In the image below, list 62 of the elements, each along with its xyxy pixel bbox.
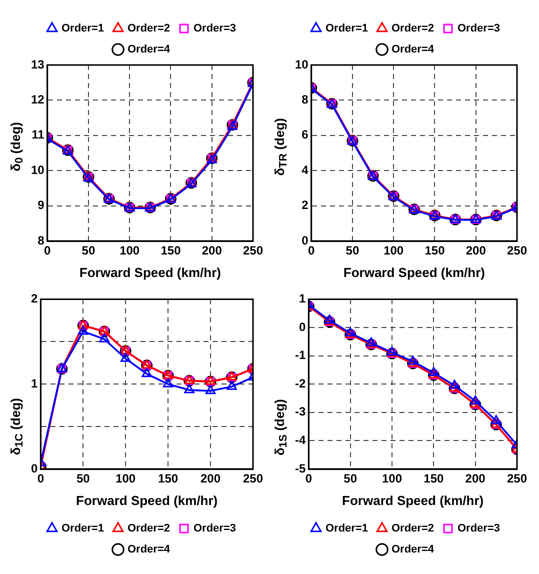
y-tick-label: 13 [30, 57, 45, 72]
legend-label: Order=2 [128, 22, 170, 35]
legend-label: Order=3 [194, 22, 236, 35]
y-tick-label: 11 [32, 128, 45, 142]
y-tick-label: -5 [295, 461, 306, 476]
x-tick-label: 200 [465, 472, 486, 486]
y-tick-label: 10 [30, 162, 45, 177]
x-tick-label: 100 [120, 244, 140, 258]
y-tick-label: 2 [302, 198, 309, 212]
legend-label: Order=4 [128, 544, 171, 556]
x-tick-label: 100 [382, 472, 402, 486]
x-tick-label: 100 [116, 472, 136, 486]
legend-label: Order=1 [326, 22, 368, 35]
y-tick-label: 0 [298, 320, 306, 334]
x-axis-title: Forward Speed (km/hr) [343, 264, 485, 280]
x-tick-label: 250 [506, 244, 528, 258]
y-tick-label: 1 [30, 376, 38, 390]
y-tick-label: 12 [30, 92, 45, 107]
y-tick-label: 10 [294, 57, 309, 72]
x-tick-label: 250 [242, 472, 264, 486]
y-tick-label: 8 [302, 92, 309, 107]
x-tick-label: 200 [466, 244, 486, 258]
legend-label: Order=1 [62, 522, 104, 535]
y-tick-label: -3 [295, 404, 306, 419]
legend-label: Order=1 [62, 22, 104, 35]
x-tick-label: 200 [202, 244, 222, 258]
y-tick-label: 8 [38, 233, 45, 248]
legend-label: Order=3 [458, 522, 500, 535]
x-axis-title: Forward Speed (km/hr) [79, 264, 221, 280]
y-tick-label: 4 [302, 162, 309, 177]
x-axis-title: Forward Speed (km/hr) [342, 492, 484, 508]
x-tick-label: 250 [242, 244, 264, 258]
legend-label: Order=3 [194, 522, 236, 535]
x-tick-label: 100 [384, 244, 404, 258]
x-tick-label: 150 [424, 244, 446, 258]
legend-label: Order=2 [392, 22, 434, 35]
legend-label: Order=1 [326, 522, 368, 535]
x-tick-label: 50 [82, 244, 96, 258]
y-tick-label: 6 [302, 128, 309, 142]
legend-label: Order=4 [392, 544, 435, 556]
x-tick-label: 250 [506, 472, 528, 486]
y-tick-label: -1 [295, 348, 306, 362]
legend-label: Order=4 [128, 44, 171, 56]
y-tick-label: 9 [38, 198, 45, 212]
y-tick-label: 0 [302, 233, 309, 248]
y-tick-label: 0 [30, 461, 38, 476]
x-tick-label: 150 [158, 472, 178, 486]
x-tick-label: 150 [160, 244, 182, 258]
y-tick-label: -2 [295, 376, 306, 390]
legend-label: Order=4 [392, 44, 435, 56]
legend-label: Order=3 [458, 22, 500, 35]
x-tick-label: 50 [344, 472, 358, 486]
x-axis-title: Forward Speed (km/hr) [76, 492, 218, 508]
x-tick-label: 200 [200, 472, 221, 486]
x-tick-label: 150 [424, 472, 444, 486]
x-tick-label: 50 [76, 472, 90, 486]
x-tick-label: 50 [346, 244, 360, 258]
legend-label: Order=2 [128, 522, 170, 535]
y-tick-label: -4 [295, 433, 306, 448]
y-tick-label: 1 [298, 292, 306, 306]
y-tick-label: 2 [30, 292, 38, 306]
legend-label: Order=2 [392, 522, 434, 535]
